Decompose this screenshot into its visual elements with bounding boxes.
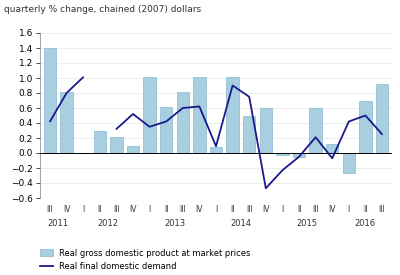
Text: II: II [297,205,301,214]
Bar [160,106,172,153]
Text: II: II [98,205,102,214]
Text: II: II [363,205,368,214]
Text: I: I [281,205,284,214]
Text: 2012: 2012 [98,219,118,228]
Bar [143,77,156,153]
Bar [60,92,73,153]
Text: IV: IV [262,205,270,214]
Text: II: II [164,205,168,214]
Bar [243,116,256,153]
Bar [293,153,305,157]
Text: IV: IV [63,205,70,214]
Bar [309,108,322,153]
Bar [343,153,355,173]
Text: III: III [180,205,186,214]
Text: 2013: 2013 [164,219,185,228]
Text: 2011: 2011 [48,219,69,228]
Bar [260,108,272,153]
Bar [210,147,222,153]
Bar [376,84,388,153]
Bar [176,92,189,153]
Text: 2016: 2016 [355,219,376,228]
Text: III: III [379,205,386,214]
Text: III: III [46,205,53,214]
Bar [127,145,139,153]
Text: IV: IV [196,205,203,214]
Text: II: II [230,205,235,214]
Text: IV: IV [129,205,137,214]
Text: III: III [246,205,252,214]
Text: III: III [113,205,120,214]
Legend: Real gross domestic product at market prices, Real final domestic demand: Real gross domestic product at market pr… [40,249,251,271]
Bar [94,131,106,153]
Text: quarterly % change, chained (2007) dollars: quarterly % change, chained (2007) dolla… [4,6,201,15]
Bar [276,153,289,155]
Bar [44,48,56,153]
Bar [326,144,338,153]
Bar [110,136,123,153]
Text: I: I [82,205,84,214]
Text: I: I [215,205,217,214]
Bar [193,77,206,153]
Bar [226,77,239,153]
Text: 2014: 2014 [230,219,252,228]
Text: III: III [312,205,319,214]
Text: IV: IV [328,205,336,214]
Bar [359,100,372,153]
Text: I: I [148,205,151,214]
Text: 2015: 2015 [297,219,318,228]
Text: I: I [348,205,350,214]
